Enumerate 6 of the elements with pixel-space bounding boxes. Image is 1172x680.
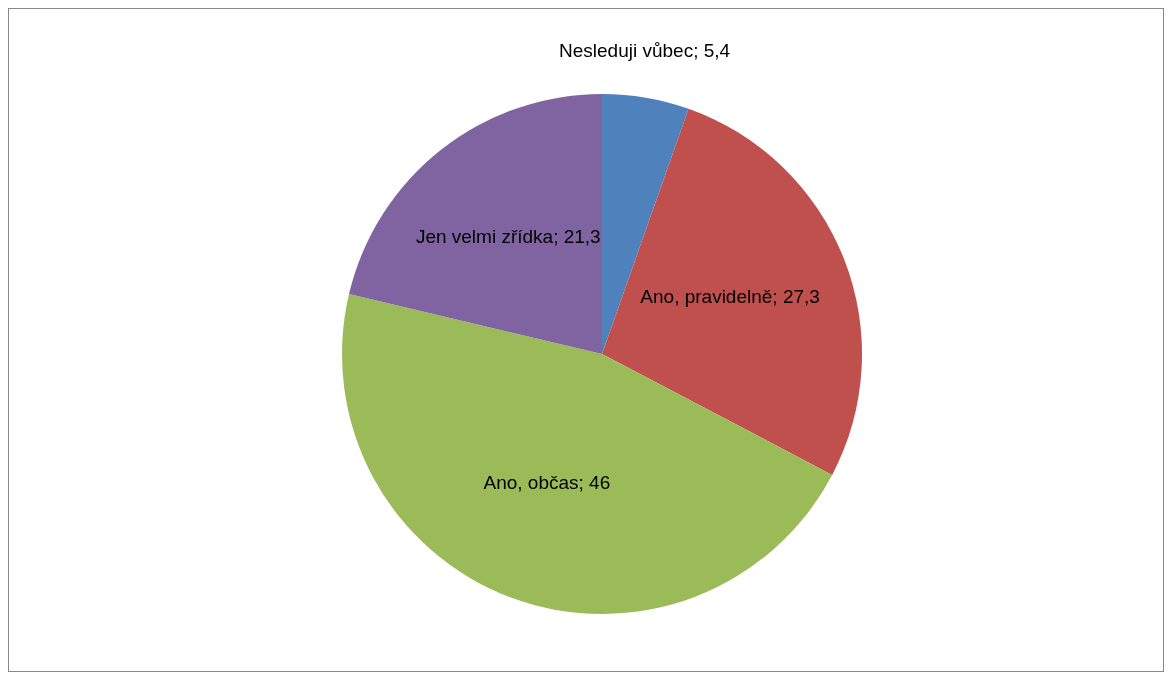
pie-slice — [602, 108, 862, 475]
slice-label: Jen velmi zřídka; 21,3 — [415, 225, 601, 247]
slice-label: Ano, pravidelně; 27,3 — [640, 285, 820, 307]
slice-label: Nesleduji vůbec; 5,4 — [559, 40, 731, 62]
slice-label: Ano, občas; 46 — [483, 471, 611, 493]
pie-slice — [348, 94, 602, 354]
